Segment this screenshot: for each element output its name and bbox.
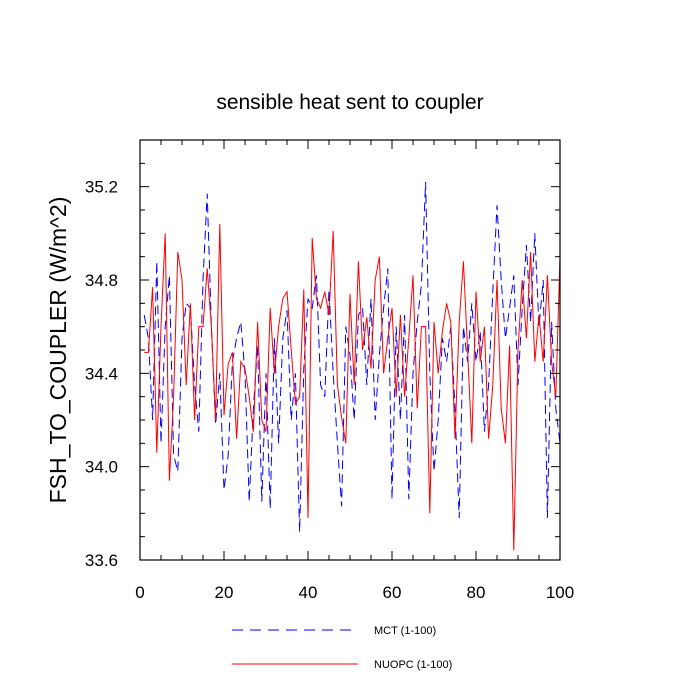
x-tick-label: 40 [299,583,318,602]
x-tick-label: 60 [383,583,402,602]
chart-title: sensible heat sent to coupler [216,91,483,114]
series-line-nuopc [144,223,560,551]
y-axis-label: FSH_TO_COUPLER (W/m^2) [45,197,71,504]
x-tick-label: 20 [215,583,234,602]
y-tick-label: 34.4 [85,364,118,383]
plot-area [143,181,560,551]
plot-frame [139,139,561,561]
y-tick-label: 35.2 [85,178,118,197]
legend: MCT (1-100) NUOPC (1-100) [232,625,452,671]
legend-label-nuopc: NUOPC (1-100) [374,659,452,671]
y-tick-label: 34.0 [85,458,118,477]
x-tick-label: 100 [546,583,574,602]
axes: 0 20 40 60 80 100 33.6 34.0 34.4 34.8 35.2 [85,139,574,602]
y-tick-label: 33.6 [85,551,118,570]
x-tick-label: 0 [135,583,144,602]
series-line-mct [143,181,560,533]
y-tick-label: 34.8 [85,271,118,290]
legend-label-mct: MCT (1-100) [374,625,436,637]
x-tick-label: 80 [467,583,486,602]
